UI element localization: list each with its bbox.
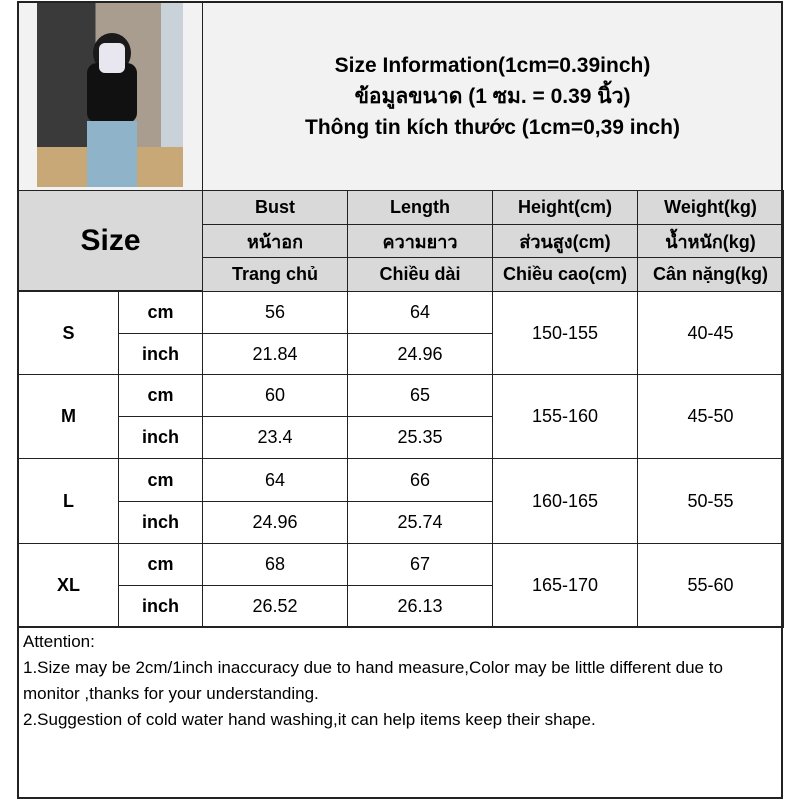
column-header-en: Height(cm) — [492, 190, 638, 225]
cell-length-cm: 67 — [347, 543, 493, 586]
cell-bust-in: 24.96 — [202, 501, 348, 544]
unit-inch-label: inch — [118, 333, 203, 375]
cell-bust-in: 23.4 — [202, 416, 348, 459]
column-header-en: Bust — [202, 190, 348, 225]
size-header: Size — [18, 190, 203, 291]
cell-length-in: 25.35 — [347, 416, 493, 459]
title-english: Size Information(1cm=0.39inch) — [334, 54, 651, 77]
column-header-th: ส่วนสูง(cm) — [492, 224, 638, 258]
unit-inch-label: inch — [118, 501, 203, 544]
attention-note-2: 2.Suggestion of cold water hand washing,… — [23, 710, 596, 729]
column-header-vi: Chiều dài — [347, 257, 493, 292]
cell-bust-cm: 56 — [202, 291, 348, 334]
unit-inch-label: inch — [118, 585, 203, 628]
cell-height: 165-170 — [492, 543, 638, 628]
column-header-vi: Trang chủ — [202, 257, 348, 292]
attention-notes: Attention: 1.Size may be 2cm/1inch inacc… — [18, 626, 783, 799]
unit-cm-label: cm — [118, 543, 203, 586]
attention-note-1: 1.Size may be 2cm/1inch inaccuracy due t… — [23, 658, 723, 703]
size-label: L — [18, 458, 119, 544]
attention-heading: Attention: — [23, 632, 95, 651]
cell-length-in: 25.74 — [347, 501, 493, 544]
cell-bust-cm: 64 — [202, 458, 348, 502]
cell-bust-in: 26.52 — [202, 585, 348, 628]
size-label: M — [18, 374, 119, 459]
product-photo — [37, 3, 183, 187]
cell-bust-in: 21.84 — [202, 333, 348, 375]
title-vietnamese: Thông tin kích thước (1cm=0,39 inch) — [305, 116, 680, 139]
cell-height: 150-155 — [492, 291, 638, 375]
cell-height: 160-165 — [492, 458, 638, 544]
cell-height: 155-160 — [492, 374, 638, 459]
cell-weight: 55-60 — [637, 543, 784, 628]
unit-cm-label: cm — [118, 374, 203, 417]
cell-length-in: 24.96 — [347, 333, 493, 375]
unit-cm-label: cm — [118, 291, 203, 334]
cell-weight: 40-45 — [637, 291, 784, 375]
cell-length-cm: 66 — [347, 458, 493, 502]
cell-weight: 50-55 — [637, 458, 784, 544]
cell-length-cm: 65 — [347, 374, 493, 417]
column-header-th: หน้าอก — [202, 224, 348, 258]
cell-bust-cm: 68 — [202, 543, 348, 586]
column-header-en: Length — [347, 190, 493, 225]
cell-bust-cm: 60 — [202, 374, 348, 417]
cell-length-cm: 64 — [347, 291, 493, 334]
unit-inch-label: inch — [118, 416, 203, 459]
cell-length-in: 26.13 — [347, 585, 493, 628]
cell-weight: 45-50 — [637, 374, 784, 459]
title-thai: ข้อมูลขนาด (1 ซม. = 0.39 นิ้ว) — [354, 85, 631, 108]
column-header-en: Weight(kg) — [637, 190, 784, 225]
size-info-title: Size Information(1cm=0.39inch) ข้อมูลขนา… — [202, 2, 783, 191]
size-label: S — [18, 291, 119, 375]
column-header-vi: Cân nặng(kg) — [637, 257, 784, 292]
unit-cm-label: cm — [118, 458, 203, 502]
column-header-th: น้ำหนัก(kg) — [637, 224, 784, 258]
column-header-th: ความยาว — [347, 224, 493, 258]
column-header-vi: Chiều cao(cm) — [492, 257, 638, 292]
size-label: XL — [18, 543, 119, 628]
